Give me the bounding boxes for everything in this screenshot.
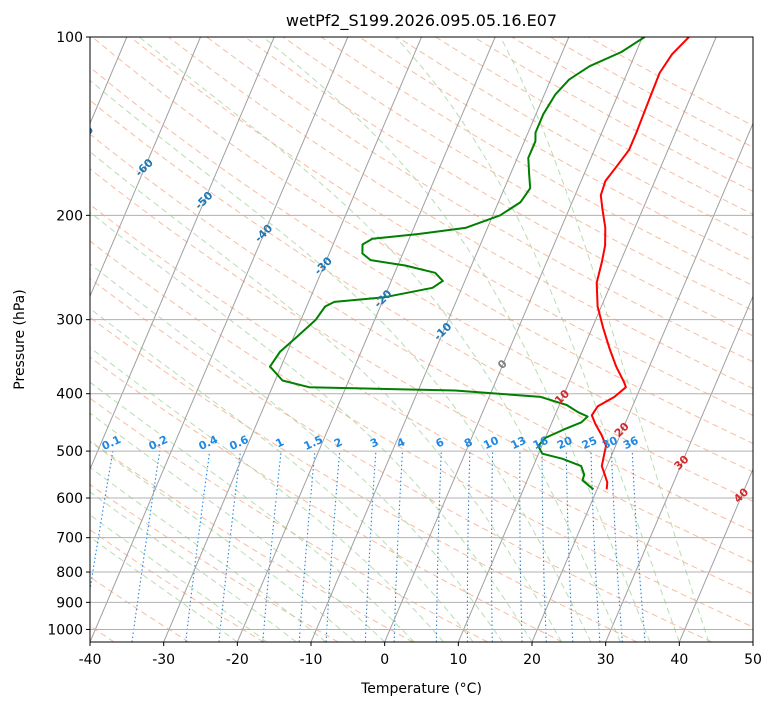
x-tick-label: 20 bbox=[523, 652, 541, 668]
isotherm-line bbox=[678, 467, 753, 642]
isotherm-line bbox=[90, 37, 349, 642]
x-tick-label: -30 bbox=[152, 652, 175, 668]
mixing-ratio-label: 30 bbox=[600, 434, 620, 452]
dry-adiabat-line bbox=[90, 133, 753, 533]
x-axis-label: Temperature (°C) bbox=[360, 681, 482, 697]
dry-adiabat-line bbox=[90, 440, 414, 642]
temperature-series-line bbox=[590, 37, 690, 490]
mixing-ratio-line bbox=[185, 451, 211, 642]
moist-adiabat-line bbox=[394, 37, 680, 642]
moist-adiabat-line bbox=[90, 440, 356, 642]
dry-adiabat-line bbox=[91, 37, 753, 445]
mixing-ratio-line bbox=[218, 451, 242, 642]
moist-adiabat-line bbox=[90, 263, 503, 642]
mixing-ratio-line bbox=[298, 451, 316, 642]
dry-adiabat-line bbox=[90, 316, 638, 642]
y-tick-label: 400 bbox=[56, 387, 83, 403]
dry-adiabat-line bbox=[206, 37, 753, 363]
plot-background bbox=[90, 37, 753, 642]
isotherm-line bbox=[457, 37, 717, 642]
moist-adiabat-line bbox=[90, 79, 592, 642]
plot-frame bbox=[89, 36, 754, 643]
moist-adiabat-line bbox=[90, 466, 327, 642]
isotherm-line bbox=[384, 37, 643, 642]
x-tick-label: 40 bbox=[670, 652, 688, 668]
dry-adiabat-line bbox=[168, 37, 753, 389]
mixing-ratio-line bbox=[90, 451, 114, 594]
isotherm-line bbox=[90, 37, 201, 298]
isotherm-label: -80 bbox=[13, 90, 36, 113]
y-tick-label: 700 bbox=[56, 531, 83, 547]
x-tick-label: -40 bbox=[79, 652, 102, 668]
y-tick-label: 100 bbox=[56, 30, 83, 46]
dry-adiabat-line bbox=[90, 168, 753, 563]
y-axis-ticks: 100 200 300 400 500 600 700 800 900 1000 bbox=[47, 30, 90, 638]
moist-adiabat-line bbox=[90, 211, 533, 642]
isotherm-line bbox=[236, 37, 496, 642]
mixing-ratio-label: 16 bbox=[531, 434, 551, 452]
x-tick-label: 50 bbox=[744, 652, 762, 668]
x-tick-label: 30 bbox=[597, 652, 615, 668]
mixing-ratio-line bbox=[262, 451, 282, 642]
x-tick-label: -20 bbox=[226, 652, 249, 668]
dry-adiabat-line bbox=[90, 203, 753, 595]
y-tick-label: 1000 bbox=[47, 622, 83, 638]
dry-adiabat-line bbox=[90, 483, 339, 642]
y-tick-label: 800 bbox=[56, 565, 83, 581]
x-tick-label: 0 bbox=[380, 652, 389, 668]
x-axis-ticks: -40 -30 -20 -10 0 10 20 30 40 50 bbox=[79, 642, 762, 668]
mixing-ratio-label: 10 bbox=[481, 434, 501, 452]
moist-adiabat-line bbox=[262, 37, 651, 642]
mixing-ratio-label: 25 bbox=[580, 434, 599, 452]
moist-adiabat-line bbox=[90, 536, 238, 642]
y-tick-label: 500 bbox=[56, 444, 83, 460]
isotherm-line bbox=[310, 37, 570, 642]
pressure-gridlines bbox=[90, 37, 753, 630]
y-tick-label: 600 bbox=[56, 491, 83, 507]
mixing-ratio-label: 36 bbox=[621, 434, 641, 452]
x-tick-label: 10 bbox=[449, 652, 467, 668]
y-tick-label: 300 bbox=[56, 313, 83, 329]
y-tick-label: 200 bbox=[56, 208, 83, 224]
moist-adiabat-line bbox=[499, 37, 710, 642]
x-tick-label: -10 bbox=[300, 652, 323, 668]
dewpoint-series-line bbox=[269, 37, 646, 491]
isotherm-line bbox=[90, 37, 275, 471]
background-lines bbox=[90, 37, 753, 642]
isotherm-line bbox=[531, 122, 753, 642]
moist-adiabat-line bbox=[90, 346, 444, 642]
dry-adiabat-line bbox=[90, 356, 563, 642]
moist-adiabat-line bbox=[90, 412, 386, 642]
isotherm-line bbox=[752, 640, 753, 642]
isotherm-label: -70 bbox=[73, 123, 96, 146]
moist-adiabat-line bbox=[90, 381, 415, 642]
mixing-ratio-line bbox=[631, 451, 646, 642]
isotherm-line bbox=[605, 295, 753, 642]
chart-title: wetPf2_S199.2026.095.05.16.E07 bbox=[286, 11, 557, 31]
moist-adiabat-line bbox=[90, 307, 474, 642]
sounding-series bbox=[269, 37, 690, 491]
line-labels: 0.10.20.40.611.52346810131620253036-100-… bbox=[13, 90, 751, 505]
mixing-ratio-label: 20 bbox=[555, 434, 575, 452]
dry-adiabat-line bbox=[90, 240, 753, 628]
dry-adiabat-line bbox=[90, 66, 753, 473]
mixing-ratio-label: 13 bbox=[509, 434, 528, 452]
y-axis-label: Pressure (hPa) bbox=[12, 289, 28, 389]
y-tick-label: 900 bbox=[56, 595, 83, 611]
